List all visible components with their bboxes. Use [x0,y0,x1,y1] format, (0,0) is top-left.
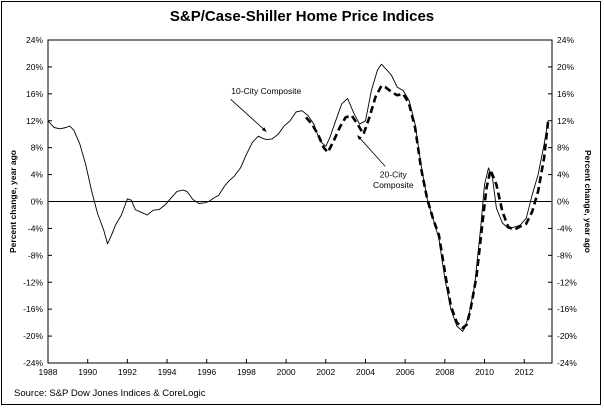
y-tick-label-right: -24% [557,358,577,368]
x-tick-label: 2002 [316,367,335,377]
annotation-label: 20-City [380,169,408,179]
x-tick-label: 2008 [435,367,454,377]
y-tick-label-right: -12% [557,277,577,287]
annotation-arrow-10-city [230,98,267,132]
y-tick-label-right: -20% [557,331,577,341]
x-tick-label: 2004 [356,367,375,377]
x-tick-label: 1994 [158,367,177,377]
y-tick-label-right: 4% [557,170,570,180]
y-tick-label-left: -8% [28,250,44,260]
series-line-20-city [305,84,550,330]
y-tick-label-right: 8% [557,143,570,153]
y-tick-label-right: 16% [557,89,574,99]
x-tick-label: 1996 [197,367,216,377]
y-tick-label-right: -4% [557,223,573,233]
y-tick-label-left: 16% [26,89,43,99]
y-tick-label-left: -12% [23,277,43,287]
y-tick-label-left: -4% [28,223,44,233]
series-line-10-city [47,63,549,332]
x-tick-label: 1990 [78,367,97,377]
y-tick-label-right: 20% [557,62,574,72]
y-tick-label-left: 0% [31,197,44,207]
x-tick-label: 1992 [118,367,137,377]
x-tick-label: 1998 [237,367,256,377]
y-tick-label-left: 12% [26,116,43,126]
y-tick-label-right: 24% [557,35,574,45]
x-tick-label: 2006 [396,367,415,377]
chart-title: S&P/Case-Shiller Home Price Indices [169,8,435,25]
y-tick-label-left: -16% [23,304,43,314]
x-tick-label: 2012 [515,367,534,377]
y-tick-label-right: 0% [557,197,570,207]
y-tick-label-right: 12% [557,116,574,126]
y-axis-title-right: Percent change, year ago [583,150,593,253]
y-tick-label-left: -24% [23,358,43,368]
x-tick-label: 2000 [277,367,296,377]
y-tick-label-left: 4% [31,170,44,180]
source-note: Source: S&P Dow Jones Indices & CoreLogi… [14,388,206,399]
annotation-label: 10-City Composite [231,86,301,96]
x-tick-label: 2010 [475,367,494,377]
y-tick-label-right: -8% [557,250,573,260]
y-tick-label-left: 24% [26,35,43,45]
y-tick-label-left: -20% [23,331,43,341]
y-tick-label-left: 8% [31,143,44,153]
y-tick-label-right: -16% [557,304,577,314]
annotation-arrow-20-city [357,135,386,167]
y-tick-label-left: 20% [26,62,43,72]
annotation-label: Composite [373,180,414,190]
y-axis-title-left: Percent change, year ago [8,150,18,253]
x-tick-label: 1988 [39,367,58,377]
